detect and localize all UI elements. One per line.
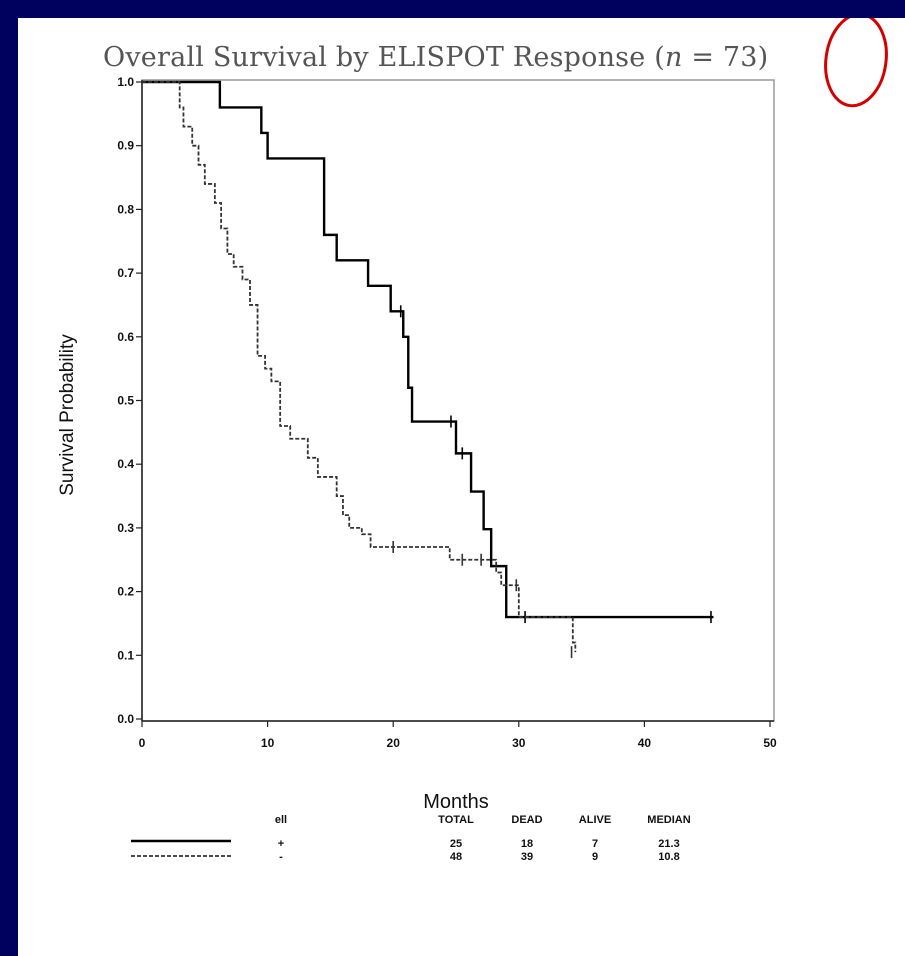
table-header: DEAD <box>511 814 542 826</box>
table-header: ALIVE <box>579 814 611 826</box>
x-axis-label: Months <box>423 791 489 813</box>
x-tick-label: 0 <box>139 736 146 750</box>
y-tick-label: 0.2 <box>117 585 134 599</box>
y-tick-label: 0.6 <box>117 330 134 344</box>
table-header: MEDIAN <box>647 814 690 826</box>
y-tick-label: 0.9 <box>117 139 134 153</box>
x-tick-label: 10 <box>261 736 275 750</box>
y-tick-label: 0.8 <box>117 202 134 216</box>
y-tick-label: 0.7 <box>117 266 134 280</box>
table-cell: 39 <box>521 851 533 863</box>
series-line-negative <box>142 81 577 653</box>
table-cell: 25 <box>450 838 462 850</box>
table-cell: 7 <box>592 838 598 850</box>
table-cell: 48 <box>450 851 462 863</box>
y-tick-label: 1.0 <box>117 75 134 89</box>
title-suffix: = 73) <box>682 42 769 73</box>
survival-chart: 0.0 0.1 0.2 0.3 0.4 0.5 0.6 0.7 0.8 0.9 1.0 0 10 20 3… <box>57 18 888 863</box>
y-tick-label: 0.4 <box>117 457 134 471</box>
x-tick-label: 50 <box>763 736 777 750</box>
series-layer <box>142 80 714 659</box>
table-cell: 21.3 <box>658 838 679 850</box>
title-variable: n <box>664 42 683 73</box>
table-header: ell <box>275 814 287 826</box>
x-tick-label: 30 <box>512 736 526 750</box>
plot-frame <box>141 79 775 722</box>
highlight-circle <box>824 18 888 108</box>
x-tick-label: 40 <box>638 736 652 750</box>
y-axis: 0.0 0.1 0.2 0.3 0.4 0.5 0.6 0.7 0.8 0.9 1.0 <box>117 75 142 726</box>
series-line-positive <box>142 80 714 619</box>
title-prefix: Overall Survival by ELISPOT Response ( <box>103 42 665 73</box>
y-tick-label: 0.5 <box>117 394 134 408</box>
table-header: TOTAL <box>438 814 474 826</box>
slide-canvas: Overall Survival by ELISPOT Response (n … <box>18 18 905 956</box>
table-cell: 10.8 <box>658 851 679 863</box>
x-axis: 0 10 20 30 40 50 <box>139 721 777 750</box>
table-cell: 18 <box>521 838 533 850</box>
plot-border <box>141 79 775 722</box>
table-cell: + <box>278 838 284 850</box>
table-cell: 9 <box>592 851 598 863</box>
x-tick-label: 20 <box>387 736 401 750</box>
y-tick-label: 0.0 <box>117 712 134 726</box>
table-cell: - <box>279 851 283 863</box>
y-axis-label: Survival Probability <box>57 334 78 496</box>
y-tick-label: 0.3 <box>117 521 134 535</box>
chart-title: Overall Survival by ELISPOT Response (n … <box>103 42 768 73</box>
y-tick-label: 0.1 <box>117 648 134 662</box>
legend-table: ell TOTAL DEAD ALIVE MEDIAN + 25 18 7 21.3 - 48 39 9 1… <box>131 814 691 863</box>
